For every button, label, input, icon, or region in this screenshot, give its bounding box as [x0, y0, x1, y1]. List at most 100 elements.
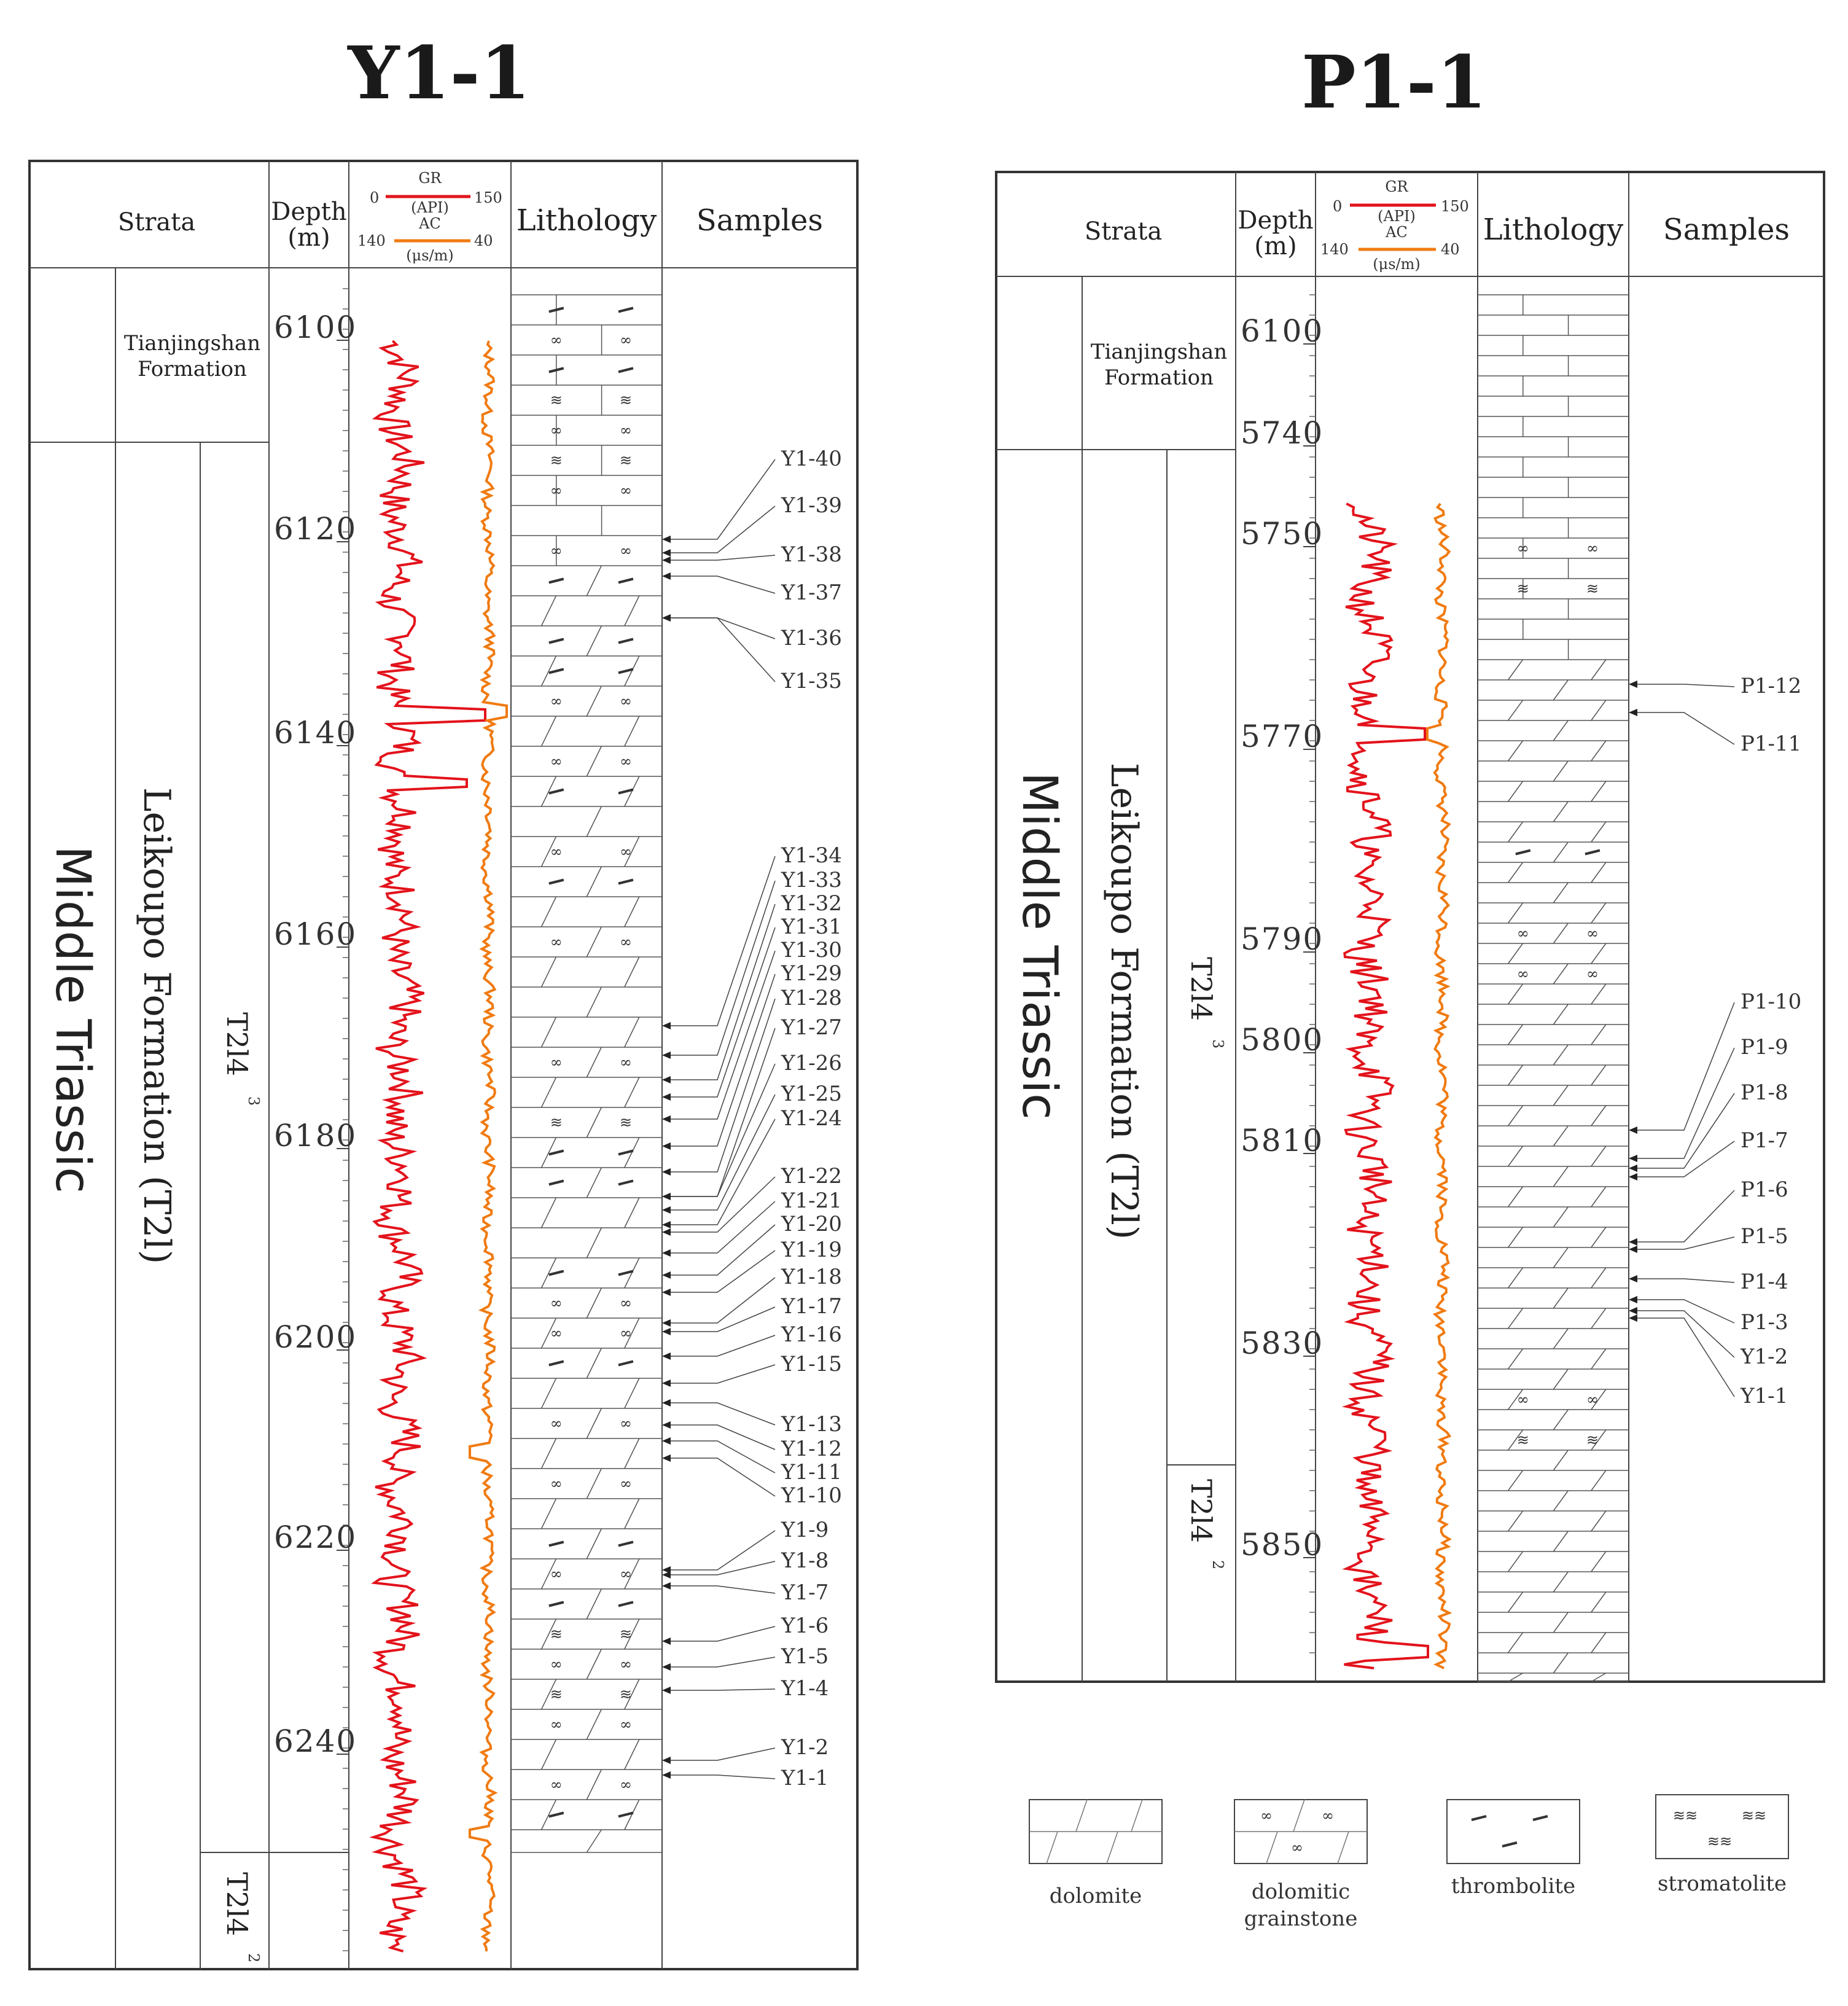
- sample-arrow: [662, 1142, 671, 1150]
- thrombolite-symbol: [618, 367, 634, 373]
- sample-arrow: [1629, 1275, 1637, 1282]
- sample-arrow: [662, 1571, 671, 1579]
- sample-label: Y1-34: [781, 843, 842, 868]
- sample-leader-line: [667, 1424, 776, 1450]
- sample-leader-line: [667, 1306, 776, 1332]
- gr-label: GR: [1385, 178, 1408, 195]
- sample-leader-line: [667, 927, 776, 1098]
- sample-arrow: [662, 1168, 671, 1176]
- sample-arrow: [1629, 1165, 1637, 1172]
- sample-leader-line: [667, 1176, 776, 1233]
- sample-label: Y1-12: [781, 1437, 842, 1461]
- grain-symbol: ∞: [1586, 966, 1599, 983]
- sample-label: Y1-36: [781, 626, 842, 650]
- member-lower: T2l4: [1185, 1479, 1218, 1543]
- sample-arrow: [1629, 1173, 1637, 1181]
- member-upper: T2l4: [1185, 957, 1218, 1021]
- stromatolite-symbol: ≋: [550, 1686, 563, 1703]
- stromatolite-symbol: ≋: [550, 1626, 563, 1643]
- sample-leader-line: [1634, 1299, 1735, 1324]
- lithology-column: ∞ ∞ ≋ ≋ ∞ ∞ ≋ ≋ ∞ ∞ ∞ ∞ ∞ ∞ ∞ ∞ ∞ ∞ ∞ ∞ ∞ ∞ ≋ ≋ ∞ ∞ ∞ ∞ ∞ ∞ ∞ ∞ ∞ ∞ ≋ ≋ ∞ ∞ ≋ ≋…: [511, 294, 662, 1853]
- thrombolite-symbol: [618, 577, 634, 584]
- gr-max: 150: [474, 189, 502, 206]
- grain-symbol: ∞: [620, 843, 632, 861]
- sample-label: Y1-7: [781, 1580, 828, 1605]
- thrombolite-symbol: [618, 788, 634, 795]
- sample-label: Y1-13: [781, 1412, 842, 1437]
- samples-header: Samples: [1663, 213, 1790, 247]
- sample-leader-line: [667, 555, 776, 561]
- sample-label: Y1-26: [781, 1051, 842, 1075]
- sample-leader-line: [667, 576, 776, 594]
- stromatolite-symbol: ≋: [620, 452, 632, 469]
- sample-arrow: [662, 1771, 671, 1779]
- sample-arrow: [1629, 1246, 1637, 1253]
- sample-leader-line: [667, 998, 776, 1173]
- grain-symbol: ∞: [1517, 540, 1529, 557]
- sample-leader-line: [667, 856, 776, 1026]
- sample-leader-line: [1634, 1093, 1735, 1169]
- sample-leader-line: [667, 903, 776, 1080]
- grain-symbol: ∞: [620, 422, 632, 439]
- upper-formation-line2: Formation: [1104, 365, 1214, 390]
- sample-leader-line: [667, 1201, 776, 1254]
- grain-symbol: ∞: [550, 843, 563, 861]
- sample-label: Y1-31: [781, 915, 842, 939]
- sample-label: Y1-30: [781, 938, 842, 962]
- depth-tick-label: 6180: [274, 1118, 357, 1153]
- sample-label: Y1-38: [781, 542, 842, 567]
- sample-label: Y1-19: [781, 1238, 842, 1262]
- sample-leader-line: [667, 1118, 776, 1225]
- sample-leader-line: [667, 974, 776, 1147]
- sample-leader-line: [667, 1335, 776, 1357]
- sample-arrow: [662, 549, 671, 556]
- svg-text:≋≋: ≋≋: [1742, 1807, 1766, 1824]
- sample-arrow: [662, 1289, 671, 1296]
- sample-leader-line: [667, 1458, 776, 1497]
- upper-formation-line1: Tianjingshan: [124, 331, 260, 356]
- sample-leader-line: [667, 1561, 776, 1575]
- sample-label: Y1-39: [781, 493, 842, 518]
- sample-label: Y1-6: [781, 1614, 828, 1638]
- legend-dolomitic-grainstone: ∞ ∞ ∞ dolomitic grainstone: [1234, 1799, 1368, 1931]
- sample-leader-line: [667, 1626, 776, 1642]
- sample-label: Y1-5: [781, 1644, 828, 1669]
- lithology-header: Lithology: [1483, 213, 1623, 247]
- thrombolite-symbol: [548, 1179, 564, 1186]
- grain-symbol: ∞: [620, 1475, 632, 1493]
- sample-arrow: [662, 1454, 671, 1462]
- sample-label: P1-8: [1741, 1080, 1788, 1105]
- depth-tick-label: 5830: [1241, 1325, 1324, 1361]
- sample-leader-line: [667, 1224, 776, 1276]
- thrombolite-symbol: [1515, 849, 1531, 856]
- depth-tick-label: 5790: [1241, 921, 1324, 957]
- sample-leader-line: [1634, 1190, 1735, 1243]
- depth-tick-label: 6160: [274, 916, 357, 952]
- sample-arrow: [1629, 1155, 1637, 1162]
- ac-label: AC: [1385, 224, 1408, 241]
- grain-symbol: ∞: [620, 1776, 632, 1793]
- sample-label: Y1-4: [781, 1676, 828, 1701]
- grain-symbol: ∞: [620, 1716, 632, 1733]
- log-curves: [1341, 502, 1452, 1669]
- grain-symbol: ∞: [1517, 1391, 1529, 1408]
- depth-tick-label: 6100: [1241, 313, 1324, 349]
- ac-left: 140: [1320, 241, 1349, 258]
- depth-tick-label: 5740: [1241, 415, 1324, 451]
- sample-label: Y1-16: [781, 1322, 842, 1347]
- svg-text:≋≋: ≋≋: [1673, 1807, 1698, 1824]
- grain-symbol: ∞: [550, 934, 563, 951]
- grain-symbol: ∞: [620, 542, 632, 560]
- sample-arrow: [662, 1421, 671, 1429]
- sample-arrow: [662, 1380, 671, 1387]
- ac-unit: (μs/m): [406, 247, 453, 264]
- formation-label: Leikoupo Formation (T2l): [135, 787, 178, 1264]
- sample-leader-line: [1634, 1047, 1735, 1159]
- gr-unit: (API): [411, 199, 449, 216]
- sample-label: P1-7: [1741, 1128, 1788, 1153]
- depth-tick-label: 5850: [1241, 1527, 1324, 1563]
- grain-symbol: ∞: [620, 1325, 632, 1342]
- panel-frame: [28, 160, 859, 1970]
- legend-stromatolite: ≋≋ ≋≋ ≋≋ stromatolite: [1655, 1794, 1789, 1896]
